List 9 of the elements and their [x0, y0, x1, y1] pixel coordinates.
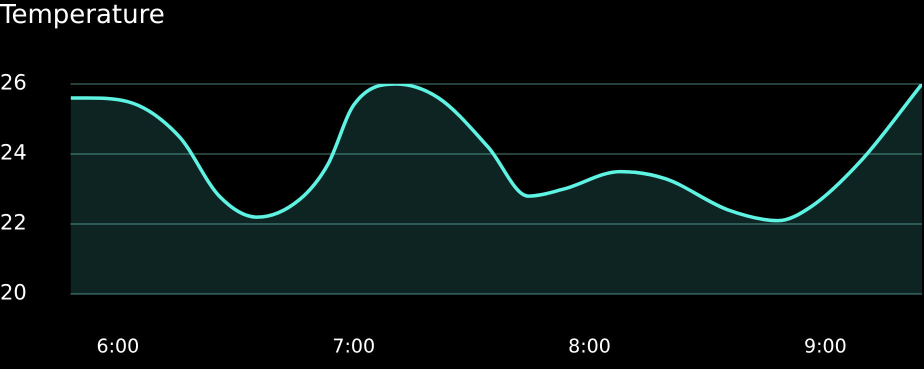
- x-tick-label: 7:00: [332, 336, 376, 358]
- chart-title: Temperature: [0, 0, 165, 30]
- y-tick-label: 22: [0, 210, 27, 235]
- y-tick-label: 26: [0, 70, 27, 94]
- x-tick-label: 9:00: [804, 336, 847, 358]
- x-tick-label: 6:00: [96, 336, 140, 358]
- x-tick-label: 8:00: [568, 336, 611, 358]
- y-tick-label: 24: [0, 140, 27, 165]
- y-tick-label: 20: [0, 280, 27, 305]
